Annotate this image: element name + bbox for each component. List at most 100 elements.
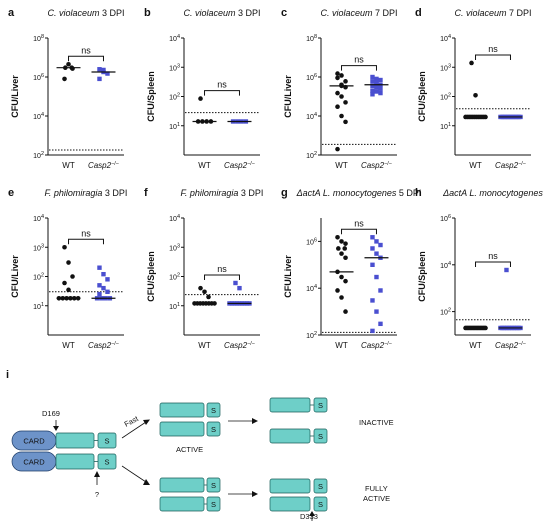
x-category-label: Casp2−/−: [361, 161, 392, 170]
x-category-label: WT: [469, 161, 482, 170]
data-point-wt: [339, 239, 344, 244]
data-point-casp2: [370, 83, 375, 89]
panel-label-b: b: [144, 7, 151, 19]
y-tick-label: 102: [306, 331, 317, 340]
inactive-label: INACTIVE: [359, 418, 394, 427]
x-category-label: Casp2−/−: [495, 161, 526, 170]
chart-panel-g: g ΔactA L. monocytogenes 5 DPI CFU/Liver 10…: [281, 187, 421, 350]
x-category-label: WT: [62, 341, 75, 350]
s-label-left-top: S: [104, 437, 109, 446]
y-tick-label: 104: [33, 112, 44, 121]
chart-panel-c: c C. violaceum 7 DPI CFU/Liver 102 104 106 108…: [281, 7, 398, 170]
data-point-wt: [335, 71, 340, 76]
y-tick-label: 102: [169, 93, 180, 102]
s-label-full-bottom: S: [318, 500, 323, 509]
data-point-wt: [335, 234, 340, 240]
data-point-wt: [70, 274, 75, 279]
data-point-wt: [342, 246, 348, 251]
data-point-casp2: [97, 291, 102, 297]
x-category-label: Casp2−/−: [88, 341, 119, 350]
small-subunit-bottom: [97, 453, 117, 470]
data-point-wt: [343, 119, 348, 125]
data-point-wt: [335, 104, 340, 109]
significance-bracket: [341, 228, 377, 235]
left-dimer: CARD CARD S S D169 ?: [11, 409, 117, 499]
y-tick-label: 104: [169, 34, 180, 43]
data-point-casp2: [374, 251, 379, 256]
chart-title: C. violaceum 7 DPI: [454, 8, 531, 18]
significance-bracket: [68, 55, 104, 62]
data-point-casp2: [101, 67, 106, 73]
significance-bracket: [475, 54, 511, 60]
significance-label: ns: [81, 45, 91, 55]
chart-title: C. violaceum 7 DPI: [320, 8, 397, 18]
significance-bracket: [475, 261, 511, 267]
data-point-casp2: [101, 271, 106, 277]
data-point-casp2: [374, 81, 379, 86]
chart-title: ΔactA L. monocytogenes: [442, 188, 543, 198]
s-label-inactive-top: S: [318, 401, 323, 410]
data-point-wt: [343, 241, 348, 246]
chart-panel-h: h ΔactA L. monocytogenes CFU/Spleen 102 104 1…: [415, 187, 543, 350]
card-label-top: CARD: [23, 437, 45, 446]
s-label-inactive-bottom: S: [318, 432, 323, 441]
chart-panel-f: f F. philomiragia 3 DPI CFU/Spleen 101 102 10…: [144, 187, 263, 350]
panel-label-e: e: [8, 187, 14, 199]
y-tick-label: 108: [306, 34, 317, 43]
data-point-casp2: [374, 84, 379, 90]
chart-title: ΔactA L. monocytogenes 5 DPI: [296, 188, 422, 198]
y-tick-label: 104: [306, 284, 317, 293]
data-point-casp2: [370, 328, 375, 334]
data-point-wt: [339, 113, 344, 119]
data-point-wt: [339, 295, 344, 300]
data-point-casp2: [97, 283, 102, 288]
x-category-label: WT: [335, 161, 348, 170]
y-tick-label: 101: [169, 302, 180, 311]
data-point-casp2: [233, 280, 238, 286]
y-tick-label: 102: [33, 273, 44, 282]
x-category-label: WT: [469, 341, 482, 350]
x-category-label: WT: [335, 341, 348, 350]
significance-label: ns: [217, 264, 227, 274]
data-point-casp2: [374, 274, 379, 280]
chart-title: C. violaceum 3 DPI: [47, 8, 124, 18]
y-tick-label: 103: [169, 243, 180, 252]
data-point-casp2: [370, 92, 375, 97]
data-point-casp2: [105, 71, 110, 76]
data-point-casp2: [97, 67, 102, 72]
y-tick-label: 104: [33, 214, 44, 223]
data-point-casp2: [374, 89, 379, 94]
y-tick-label: 104: [440, 34, 451, 43]
significance-bracket: [204, 274, 240, 280]
y-tick-label: 104: [169, 214, 180, 223]
data-point-wt: [66, 260, 71, 265]
y-tick-label: 104: [306, 112, 317, 121]
y-tick-label: 108: [33, 34, 44, 43]
active-label: ACTIVE: [176, 445, 203, 454]
y-axis-label: CFU/Spleen: [146, 251, 156, 302]
y-tick-label: 103: [33, 243, 44, 252]
data-point-casp2: [370, 79, 375, 84]
data-point-wt: [335, 146, 340, 152]
y-tick-label: 102: [169, 273, 180, 282]
s-label-mid-top: S: [211, 481, 216, 490]
data-point-casp2: [504, 267, 509, 273]
panel-label-a: a: [8, 7, 15, 19]
charts-area: a C. violaceum 3 DPI CFU/Liver 102 104 106 108…: [8, 7, 543, 350]
data-point-wt: [343, 309, 348, 314]
chart-title: C. violaceum 3 DPI: [183, 8, 260, 18]
chart-panel-d: d C. violaceum 7 DPI CFU/Spleen 101 102 103 10…: [415, 7, 532, 170]
data-point-wt: [343, 255, 348, 261]
data-point-wt: [206, 294, 211, 300]
s-label-active-bottom: S: [211, 425, 216, 434]
data-point-casp2: [378, 242, 383, 248]
panel-label-g: g: [281, 187, 288, 199]
y-tick-label: 102: [440, 93, 451, 102]
y-axis-label: CFU/Spleen: [146, 71, 156, 122]
data-point-casp2: [378, 321, 383, 327]
y-axis-label: CFU/Liver: [10, 255, 20, 298]
d169-label: D169: [42, 409, 60, 418]
significance-label: ns: [354, 55, 364, 65]
x-category-label: WT: [62, 161, 75, 170]
data-point-wt: [343, 278, 348, 284]
